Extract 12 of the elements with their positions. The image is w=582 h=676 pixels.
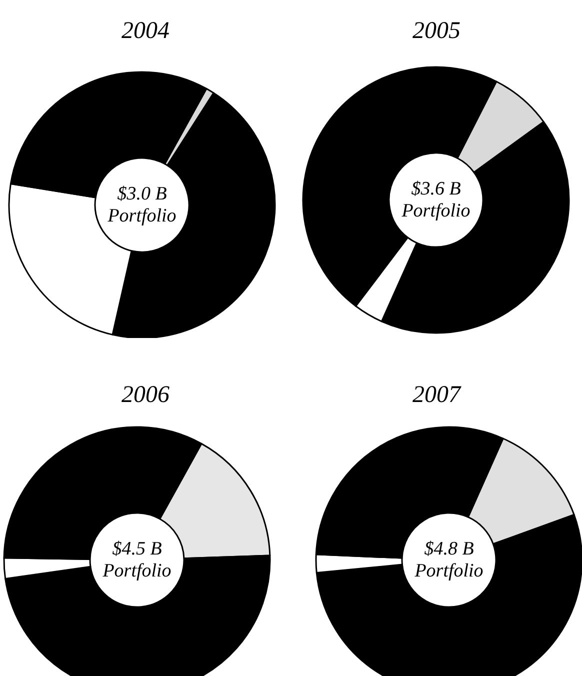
text: $4.8 B — [424, 538, 474, 560]
text: $4.5 B — [112, 538, 162, 560]
chart-title: 2006 — [122, 382, 170, 408]
text: Portfolio — [400, 200, 470, 222]
chart-title: 2004 — [122, 18, 170, 44]
chart-title: 2005 — [412, 18, 460, 44]
chart-title: 2007 — [412, 382, 462, 408]
text: Portfolio — [414, 560, 484, 582]
text: Portfolio — [102, 560, 172, 582]
text: $3.0 B — [117, 184, 168, 204]
text: $3.6 B — [411, 178, 462, 200]
text: Portfolio — [106, 206, 176, 226]
